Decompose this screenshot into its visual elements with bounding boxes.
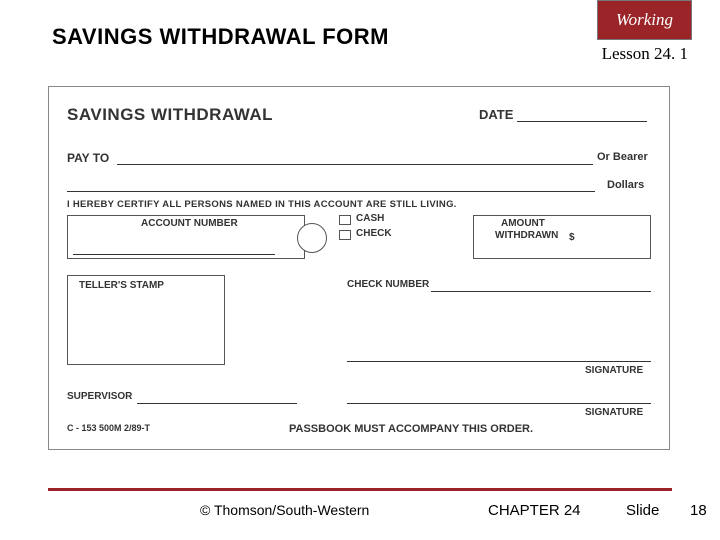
lesson-label: Lesson 24. 1: [602, 44, 688, 64]
check-number-line: [431, 291, 651, 292]
date-label: DATE: [479, 107, 513, 122]
payto-line: [117, 164, 593, 165]
signature-label-1: SIGNATURE: [585, 365, 643, 376]
dollars-label: Dollars: [607, 179, 644, 191]
chapter-label: CHAPTER 24: [488, 502, 581, 519]
tellers-stamp-label: TELLER'S STAMP: [79, 280, 164, 291]
account-number-label: ACCOUNT NUMBER: [141, 218, 238, 229]
signature-line-2: [347, 403, 651, 404]
certify-text: I HEREBY CERTIFY ALL PERSONS NAMED IN TH…: [67, 199, 457, 210]
dollars-line: [67, 191, 595, 192]
cash-checkbox: [339, 215, 351, 225]
slide-label: Slide: [626, 502, 659, 519]
form-heading: SAVINGS WITHDRAWAL: [67, 105, 273, 125]
logo-badge: Working: [597, 0, 692, 40]
date-line: [517, 121, 647, 122]
check-number-label: CHECK NUMBER: [347, 279, 429, 290]
slide-title: SAVINGS WITHDRAWAL FORM: [52, 24, 389, 50]
copyright: © Thomson/South-Western: [200, 502, 369, 518]
footer-rule: [48, 488, 672, 491]
check-label: CHECK: [356, 228, 392, 239]
stamp-circle-icon: [297, 223, 327, 253]
amount-label-2: WITHDRAWN: [495, 230, 558, 241]
withdrawal-form: SAVINGS WITHDRAWAL DATE PAY TO Or Bearer…: [48, 86, 670, 450]
logo-text: Working: [616, 10, 673, 30]
amount-dollar-sign: $: [569, 232, 575, 243]
signature-label-2: SIGNATURE: [585, 407, 643, 418]
form-code: C - 153 500M 2/89-T: [67, 423, 150, 433]
check-checkbox: [339, 230, 351, 240]
supervisor-line: [137, 403, 297, 404]
payto-label: PAY TO: [67, 151, 109, 165]
slide-number: 18: [690, 502, 707, 519]
passbook-note: PASSBOOK MUST ACCOMPANY THIS ORDER.: [289, 423, 533, 435]
cash-label: CASH: [356, 213, 384, 224]
amount-label-1: AMOUNT: [501, 218, 545, 229]
or-bearer-label: Or Bearer: [597, 151, 648, 163]
signature-line-1: [347, 361, 651, 362]
supervisor-label: SUPERVISOR: [67, 391, 132, 402]
account-number-line: [73, 254, 275, 255]
